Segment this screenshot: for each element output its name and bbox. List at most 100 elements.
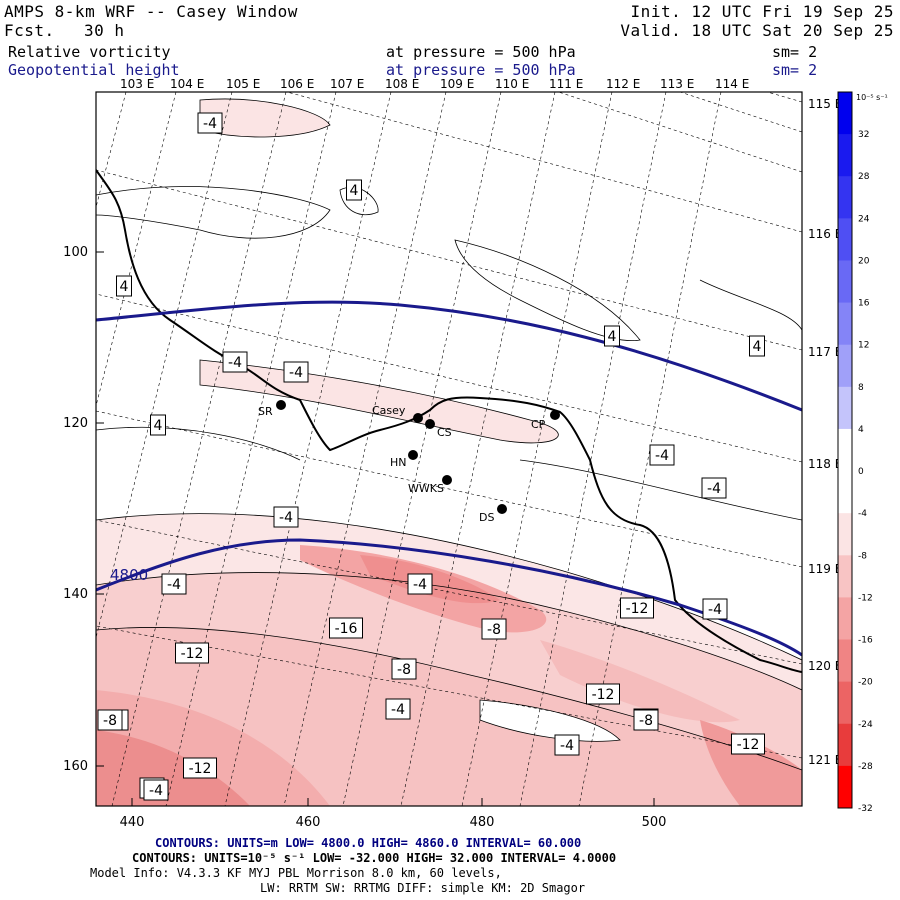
contour-label: 4 bbox=[608, 329, 617, 345]
field-1-smooth: sm= 2 bbox=[772, 43, 818, 61]
colorbar-unit: 10⁻⁵ s⁻¹ bbox=[856, 93, 888, 102]
lon-label-top: 106 E bbox=[280, 77, 314, 91]
station-marker bbox=[413, 413, 423, 423]
station-marker bbox=[497, 504, 507, 514]
colorbar-segment bbox=[838, 471, 852, 514]
station-label: Casey bbox=[372, 404, 406, 417]
colorbar-label: 20 bbox=[858, 256, 870, 266]
contour-label-box bbox=[702, 598, 728, 620]
station-label: SR bbox=[258, 405, 273, 418]
colorbar-segment bbox=[838, 302, 852, 346]
contour-label-box bbox=[620, 597, 654, 619]
contour-label-box bbox=[407, 573, 433, 595]
model-physics: LW: RRTM SW: RRTMG DIFF: simple KM: 2D S… bbox=[260, 881, 586, 895]
contour-label: -4 bbox=[560, 738, 574, 754]
contour-label: -8 bbox=[103, 713, 117, 729]
contour-label: -4 bbox=[149, 783, 163, 799]
lon-label-right: 121 E bbox=[808, 753, 842, 767]
colorbar-label: 8 bbox=[858, 383, 864, 393]
colorbar-segment bbox=[838, 344, 852, 388]
latlon-grid bbox=[96, 92, 802, 806]
colorbar-segment bbox=[838, 597, 852, 641]
station-label: DS bbox=[479, 511, 494, 524]
contour-label: -4 bbox=[279, 510, 293, 526]
colorbar-label: -20 bbox=[858, 678, 873, 688]
contour-label-box bbox=[481, 618, 507, 640]
contour-label-box bbox=[150, 414, 166, 436]
colorbar-segment bbox=[838, 134, 852, 177]
contour-label: -4 bbox=[203, 116, 217, 132]
station-marker bbox=[276, 400, 286, 410]
lon-label-top: 112 E bbox=[606, 77, 640, 91]
init-time: Init. 12 UTC Fri 19 Sep 25 bbox=[630, 2, 894, 21]
x-tick-440: 440 bbox=[120, 815, 145, 830]
colorbar-label: 16 bbox=[858, 299, 870, 309]
colorbar-segment bbox=[838, 723, 852, 767]
colorbar-segment bbox=[838, 765, 852, 809]
contour-label-box bbox=[183, 757, 217, 779]
colorbar-label: 32 bbox=[858, 130, 869, 140]
contours-vorticity-info: CONTOURS: UNITS=10⁻⁵ s⁻¹ LOW= -32.000 HI… bbox=[132, 851, 617, 865]
x-tick-460: 460 bbox=[296, 815, 321, 830]
colorbar-label: -24 bbox=[858, 720, 873, 730]
colorbar-segment bbox=[838, 92, 852, 135]
lon-label-right: 120 E bbox=[808, 659, 842, 673]
contour-label-box bbox=[197, 112, 223, 134]
colorbar-label: 4 bbox=[858, 425, 864, 435]
contour-label: -4 bbox=[708, 602, 722, 618]
coastline bbox=[96, 169, 802, 673]
lon-label-top: 114 E bbox=[715, 77, 749, 91]
lon-label-top: 105 E bbox=[226, 77, 260, 91]
lon-label-top: 108 E bbox=[385, 77, 419, 91]
plot-frame bbox=[95, 91, 803, 807]
contour-label: -4 bbox=[413, 577, 427, 593]
contour-label-box bbox=[633, 709, 659, 731]
lon-label-top: 109 E bbox=[440, 77, 474, 91]
station-marker bbox=[425, 419, 435, 429]
contours-height-info: CONTOURS: UNITS=m LOW= 4800.0 HIGH= 4860… bbox=[155, 836, 582, 850]
field-2-name: Geopotential height bbox=[8, 61, 180, 79]
colorbar-label: -16 bbox=[858, 636, 873, 646]
x-tick-480: 480 bbox=[470, 815, 495, 830]
lon-label-right: 115 E bbox=[808, 97, 842, 111]
colorbar-segment bbox=[838, 681, 852, 725]
lon-label-right: 116 E bbox=[808, 227, 842, 241]
contour-label: -12 bbox=[626, 601, 649, 617]
colorbar-label: -4 bbox=[858, 509, 867, 519]
colorbar-label: -28 bbox=[858, 762, 873, 772]
contour-label-box bbox=[701, 477, 727, 499]
contour-label: -8 bbox=[397, 662, 411, 678]
colorbar-segment bbox=[838, 386, 852, 430]
contour-label: -8 bbox=[487, 622, 501, 638]
contour-label-box bbox=[391, 658, 417, 680]
contour-label-box bbox=[97, 709, 123, 731]
contour-label: -4 bbox=[391, 702, 405, 718]
contour-label: 4 bbox=[120, 279, 129, 295]
contour-label-box bbox=[346, 179, 362, 201]
contour-label: 4 bbox=[350, 183, 359, 199]
lon-label-top: 111 E bbox=[549, 77, 583, 91]
x-tick-500: 500 bbox=[642, 815, 667, 830]
contour-label: -12 bbox=[181, 646, 204, 662]
contour-label-box bbox=[161, 573, 187, 595]
y-tick-100: 100 bbox=[63, 245, 88, 260]
field-2-smooth: sm= 2 bbox=[772, 61, 818, 79]
contour-label: -12 bbox=[592, 687, 615, 703]
contour-label: -12 bbox=[189, 761, 212, 777]
y-tick-140: 140 bbox=[63, 587, 88, 602]
station-marker bbox=[550, 410, 560, 420]
lon-label-top: 103 E bbox=[120, 77, 154, 91]
contour-label: -4 bbox=[655, 448, 669, 464]
contour-label: -4 bbox=[707, 481, 721, 497]
lon-label-top: 110 E bbox=[495, 77, 529, 91]
contour-label: -12 bbox=[737, 737, 760, 753]
colorbar-label: 28 bbox=[858, 172, 870, 182]
colorbar-segment bbox=[838, 555, 852, 598]
colorbar-segment bbox=[838, 218, 852, 261]
forecast-label: Fcst. bbox=[4, 21, 55, 40]
colorbar-label: 24 bbox=[858, 214, 870, 224]
contour-label-box bbox=[385, 698, 411, 720]
vorticity-shading bbox=[96, 99, 802, 806]
